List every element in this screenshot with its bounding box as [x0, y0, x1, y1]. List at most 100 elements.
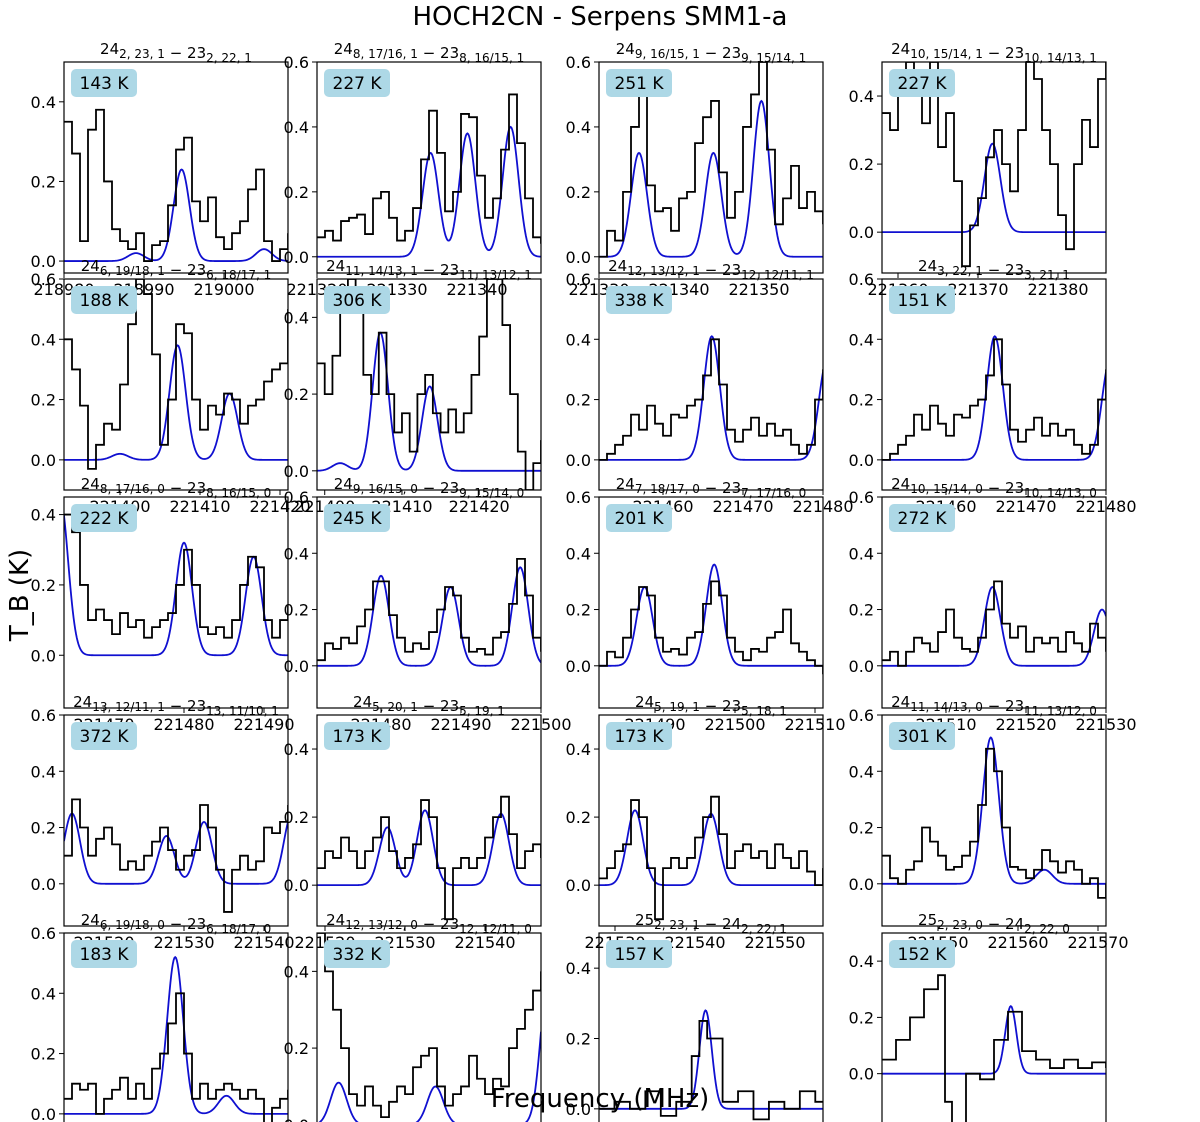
- temperature-badge: [324, 69, 390, 97]
- temperature-badge: [606, 504, 672, 532]
- y-tick-label: 0.4: [849, 762, 874, 781]
- y-tick-label: 0.0: [566, 451, 591, 470]
- y-tick-label: 0.2: [284, 1039, 309, 1058]
- observed-spectrum-line: [882, 747, 1106, 899]
- x-tick-label: 221380: [1027, 280, 1088, 299]
- y-tick-label: 0.2: [31, 576, 56, 595]
- temperature-badge: [889, 940, 955, 968]
- subplot-title: 243, 22, 1 − 233, 21, 1: [918, 257, 1070, 282]
- temperature-label: 183 K: [80, 945, 130, 965]
- x-tick-label: 221530: [153, 933, 214, 952]
- figure-y-axis-label: T_B (K): [5, 548, 35, 642]
- x-tick-label: 221500: [704, 715, 765, 734]
- observed-spectrum-line: [64, 108, 288, 262]
- y-tick-label: 0.6: [31, 706, 56, 725]
- subplot-title: 245, 19, 1 − 235, 18, 1: [635, 693, 787, 718]
- subplot-title: 2412, 13/12, 0 − 2312, 12/11, 0: [326, 911, 532, 936]
- temperature-label: 173 K: [615, 727, 665, 747]
- temperature-label: 227 K: [898, 74, 948, 94]
- temperature-badge: [71, 69, 137, 97]
- temperature-label: 251 K: [615, 74, 665, 94]
- observed-spectrum-line: [599, 795, 823, 921]
- axes-frame: [598, 714, 824, 927]
- axes-frame: [63, 61, 289, 274]
- x-tick-label: 221520: [995, 715, 1056, 734]
- model-spectrum-line: [64, 812, 288, 885]
- observed-spectrum-line: [317, 795, 541, 921]
- x-tick-label: 219000: [193, 280, 254, 299]
- y-tick-label: 0.0: [31, 875, 56, 894]
- x-tick-label: 221550: [744, 933, 805, 952]
- y-tick-label: 0.2: [566, 1030, 591, 1049]
- subplot-title: 252, 23, 1 − 242, 22, 1: [635, 911, 787, 936]
- observed-spectrum-line: [317, 557, 541, 662]
- y-tick-label: 0.0: [849, 223, 874, 242]
- y-tick-label: 0.6: [566, 53, 591, 72]
- y-tick-label: 0.0: [284, 248, 309, 267]
- y-tick-label: 0.2: [31, 391, 56, 410]
- temperature-badge: [71, 504, 137, 532]
- y-tick-label: 0.2: [31, 1045, 56, 1064]
- temperature-label: 157 K: [615, 945, 665, 965]
- x-tick-label: 221540: [454, 933, 515, 952]
- y-tick-label: 0.4: [566, 118, 591, 137]
- y-tick-label: 0.4: [31, 762, 56, 781]
- y-tick-label: 0.4: [284, 962, 309, 981]
- y-tick-label: 0.6: [849, 706, 874, 725]
- axes-frame: [63, 932, 289, 1122]
- axes-frame: [598, 278, 824, 491]
- subplot-title: 248, 17/16, 1 − 238, 16/15, 1: [334, 40, 525, 65]
- temperature-label: 143 K: [80, 74, 130, 94]
- y-tick-label: 0.4: [284, 118, 309, 137]
- y-tick-label: 0.4: [284, 544, 309, 563]
- y-tick-label: -0.2: [843, 1121, 874, 1122]
- figure-title: HOCH2CN - Serpens SMM1-a: [412, 2, 788, 32]
- y-tick-label: 0.4: [849, 544, 874, 563]
- y-tick-label: 0.4: [31, 506, 56, 525]
- y-tick-label: 0.0: [566, 876, 591, 895]
- axes-frame: [316, 278, 542, 491]
- temperature-label: 173 K: [333, 727, 383, 747]
- x-tick-label: 221350: [728, 280, 789, 299]
- y-tick-label: 0.0: [31, 252, 56, 271]
- y-tick-label: 0.4: [566, 330, 591, 349]
- model-spectrum-line: [599, 99, 823, 258]
- y-tick-label: 0.0: [31, 646, 56, 665]
- observed-spectrum-line: [882, 338, 1106, 461]
- y-tick-label: 0.4: [849, 952, 874, 971]
- y-tick-label: 0.0: [284, 876, 309, 895]
- subplot-title: 252, 23, 0 − 242, 22, 0: [918, 911, 1070, 936]
- observed-spectrum-line: [882, 580, 1106, 667]
- y-tick-label: 0.6: [566, 488, 591, 507]
- temperature-badge: [324, 286, 390, 314]
- y-tick-label: 0.2: [849, 1008, 874, 1027]
- observed-spectrum-line: [882, 974, 1106, 1122]
- x-tick-label: 221490: [430, 715, 491, 734]
- y-tick-label: 0.2: [849, 391, 874, 410]
- y-tick-label: 0.0: [284, 1116, 309, 1122]
- observed-spectrum-line: [64, 798, 288, 913]
- temperature-label: 188 K: [80, 291, 130, 311]
- temperature-label: 152 K: [898, 945, 948, 965]
- x-tick-label: 221560: [987, 933, 1048, 952]
- y-tick-label: 0.0: [566, 248, 591, 267]
- observed-spectrum-line: [64, 513, 288, 639]
- subplot-title: 246, 19/18, 0 − 236, 18/17, 0: [81, 911, 272, 936]
- y-tick-label: 0.4: [849, 330, 874, 349]
- y-tick-label: 0.0: [849, 451, 874, 470]
- y-tick-label: 0.4: [284, 740, 309, 759]
- y-tick-label: 0.2: [284, 385, 309, 404]
- observed-spectrum-line: [64, 992, 288, 1122]
- subplot-title: 2411, 14/13, 0 − 2311, 13/12, 0: [891, 693, 1097, 718]
- model-spectrum-line: [317, 566, 541, 667]
- y-tick-label: 0.0: [284, 462, 309, 481]
- y-tick-label: 0.0: [566, 657, 591, 676]
- model-spectrum-line: [317, 809, 541, 887]
- axes-frame: [316, 496, 542, 709]
